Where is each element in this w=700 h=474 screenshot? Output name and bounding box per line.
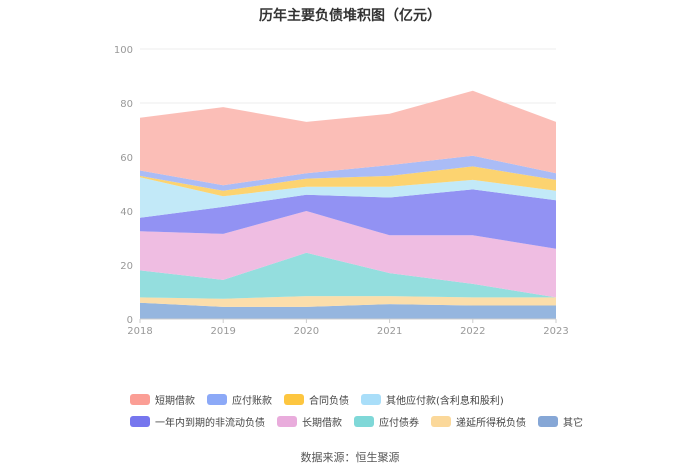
legend-label: 一年内到期的非流动负债 — [155, 417, 265, 429]
area-一年内到期的非流动负债 — [140, 189, 556, 249]
legend-swatch — [284, 393, 304, 405]
legend-swatch — [130, 415, 150, 427]
legend-label: 长期借款 — [302, 417, 342, 429]
legend-label: 应付债券 — [379, 417, 419, 429]
legend-swatch — [361, 393, 381, 405]
legend-item[interactable]: 长期借款 — [277, 414, 342, 429]
area-其它 — [140, 302, 556, 319]
area-应付债券 — [140, 252, 556, 299]
area-应付账款 — [140, 155, 556, 191]
legend-label: 应付账款 — [232, 395, 272, 407]
legend-item[interactable]: 其它 — [538, 414, 583, 429]
legend-label: 递延所得税负债 — [456, 417, 526, 429]
legend-row: 一年内到期的非流动负债 长期借款 应付债券 递延所得税负债 其它 — [130, 410, 600, 432]
legend-swatch — [431, 415, 451, 427]
x-axis: 2018 2019 2020 2021 2022 2023 — [127, 318, 569, 337]
legend-label: 合同负债 — [309, 395, 349, 407]
area-其他应付款(含利息和股利) — [140, 177, 556, 218]
legend-item[interactable]: 一年内到期的非流动负债 — [130, 414, 265, 429]
x-tick-label: 2022 — [460, 326, 485, 337]
x-tick-label: 2019 — [210, 326, 235, 337]
legend-swatch — [354, 415, 374, 427]
legend-item[interactable]: 合同负债 — [284, 392, 349, 407]
legend-swatch — [538, 415, 558, 427]
area-合同负债 — [140, 166, 556, 197]
area-series — [140, 90, 556, 319]
area-递延所得税负债 — [140, 296, 556, 307]
legend-swatch — [277, 415, 297, 427]
legend-item[interactable]: 应付债券 — [354, 414, 419, 429]
legend: 短期借款 应付账款 合同负债 其他应付款(含利息和股利) 一年内到期的非流动负债 长期借款… — [130, 388, 600, 432]
legend-label: 短期借款 — [155, 395, 195, 407]
x-tick-label: 2018 — [127, 326, 152, 337]
legend-label: 其他应付款(含利息和股利) — [386, 395, 504, 407]
legend-item[interactable]: 应付账款 — [207, 392, 272, 407]
x-tick-label: 2020 — [294, 326, 319, 337]
x-tick-label: 2023 — [543, 326, 568, 337]
legend-item[interactable]: 短期借款 — [130, 392, 195, 407]
x-tick-label: 2021 — [377, 326, 402, 337]
legend-swatch — [130, 393, 150, 405]
y-axis: 0 20 40 60 80 100 — [114, 45, 133, 326]
area-长期借款 — [140, 211, 556, 298]
y-tick-label: 0 — [127, 315, 133, 326]
stacked-area-chart: 2018 2019 2020 2021 2022 2023 0 20 40 60 80 100 — [114, 45, 569, 337]
y-tick-label: 60 — [120, 153, 133, 164]
y-tick-label: 40 — [120, 207, 133, 218]
legend-label: 其它 — [563, 417, 583, 429]
chart-title: 历年主要负债堆积图（亿元） — [259, 8, 441, 24]
legend-item[interactable]: 其他应付款(含利息和股利) — [361, 392, 504, 407]
y-tick-label: 80 — [120, 99, 133, 110]
y-tick-label: 100 — [114, 45, 133, 56]
legend-item[interactable]: 递延所得税负债 — [431, 414, 526, 429]
area-短期借款 — [140, 90, 556, 186]
data-source: 数据来源：恒生聚源 — [300, 451, 400, 464]
legend-row: 短期借款 应付账款 合同负债 其他应付款(含利息和股利) — [130, 388, 600, 410]
y-tick-label: 20 — [120, 261, 133, 272]
legend-swatch — [207, 393, 227, 405]
